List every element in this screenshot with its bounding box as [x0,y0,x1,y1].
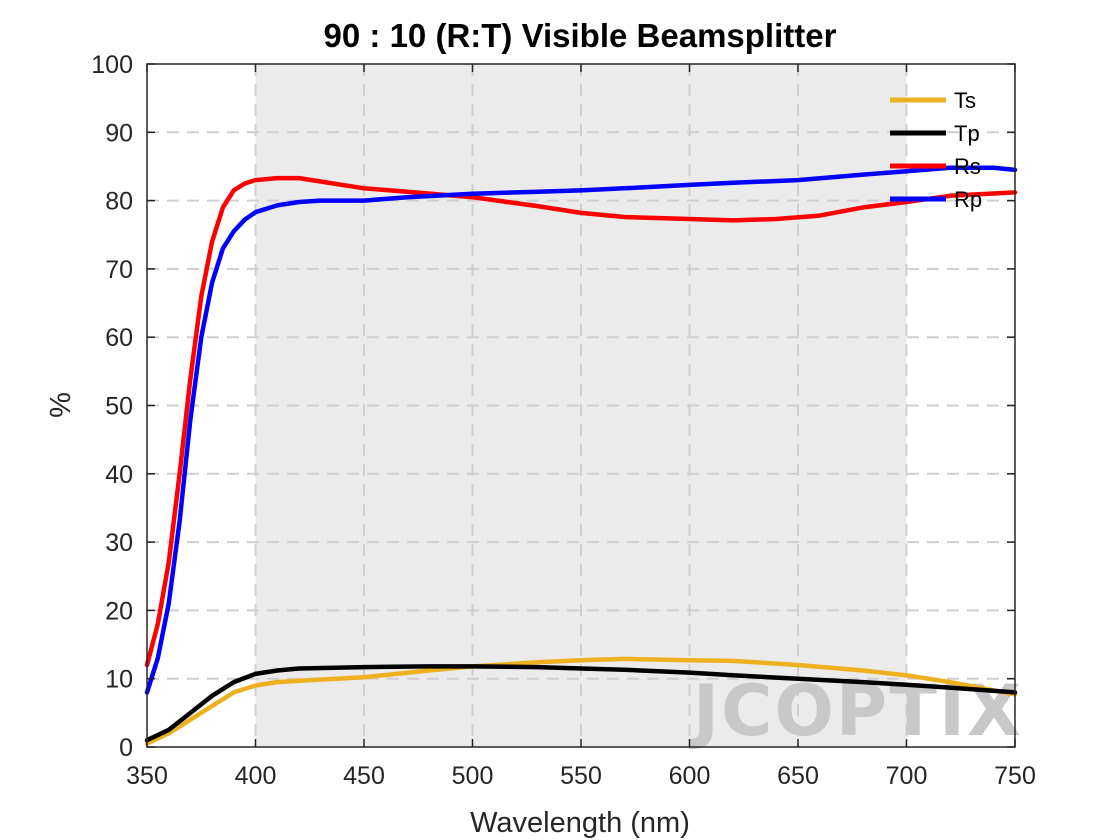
x-tick-label: 650 [777,762,819,790]
x-tick-label: 350 [126,762,168,790]
legend: Ts Tp Rs Rp [890,88,982,212]
y-tick-label: 0 [119,734,133,762]
axis-ticks: 350 400 450 500 550 600 650 700 750 0 10 20 30 40 50 60… [91,51,1036,790]
x-axis-label: Wavelength (nm) [470,807,690,839]
legend-label-tp: Tp [954,121,980,146]
y-tick-label: 40 [105,461,133,489]
grid-lines [147,64,1015,747]
x-tick-label: 550 [560,762,602,790]
y-tick-label: 20 [105,597,133,625]
x-tick-label: 450 [343,762,385,790]
y-tick-label: 70 [105,256,133,284]
x-tick-label: 400 [235,762,277,790]
x-tick-label: 750 [994,762,1036,790]
y-tick-label: 30 [105,529,133,557]
x-tick-label: 700 [886,762,928,790]
chart-title: 90 : 10 (R:T) Visible Beamsplitter [324,17,837,54]
series-line-tp [144,664,1018,743]
y-tick-label: 50 [105,393,133,421]
series-lines [144,165,1018,746]
legend-label-rp: Rp [954,187,982,212]
y-tick-label: 60 [105,324,133,352]
y-axis-label: % [45,392,77,418]
legend-label-ts: Ts [954,88,976,113]
x-tick-label: 500 [452,762,494,790]
series-line-rp [144,165,1018,695]
y-tick-label: 90 [105,119,133,147]
x-tick-label: 600 [669,762,711,790]
y-tick-label: 80 [105,188,133,216]
y-tick-label: 10 [105,666,133,694]
y-tick-label: 100 [91,51,133,79]
legend-label-rs: Rs [954,154,981,179]
series-line-rs [144,175,1018,668]
